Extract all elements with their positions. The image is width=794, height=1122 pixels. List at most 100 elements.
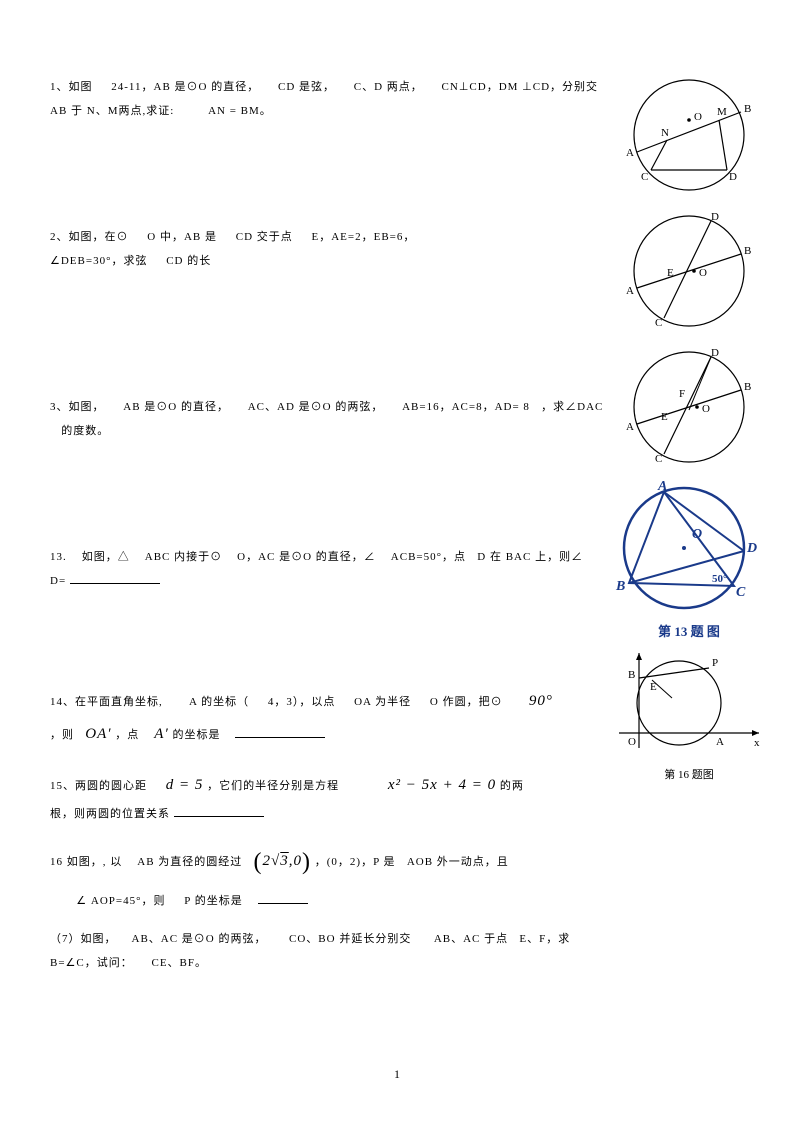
problem-2: 2、如图，在⊙ O 中，AB 是 CD 交于点 E，AE=2，EB=6， ∠DE…	[50, 225, 610, 355]
problem-16: 16 如图，, 以 AB 为直径的圆经过 (2√3,0) ，(0，2)，P 是 …	[50, 836, 610, 913]
svg-text:D: D	[729, 171, 737, 183]
p2-text: 2、如图，在⊙	[50, 231, 129, 243]
p3-text: AC、AD 是⊙O 的两弦，	[248, 401, 384, 413]
svg-text:O: O	[692, 527, 702, 542]
svg-text:D: D	[711, 211, 719, 223]
p16-expr-c: ,0	[289, 853, 302, 869]
p13-text: D 在 BAC 上，则∠	[477, 551, 583, 563]
figure-13: A B C D O 50° y 第 13 题 图	[614, 478, 764, 640]
figure-3: O A B D C F E	[614, 342, 764, 472]
p2-text: CD 的长	[166, 255, 211, 267]
p2-text: O 中，AB 是	[147, 231, 217, 243]
p2-text: ∠DEB=30°，求弦	[50, 255, 147, 267]
p7-text: CO、BO 并延长分别交	[289, 933, 411, 945]
problem-13: 13. 如图，△ ABC 内接于⊙ O，AC 是⊙O 的直径，∠ ACB=50°…	[50, 545, 610, 645]
svg-text:A: A	[626, 147, 634, 159]
p3-text: AB 是⊙O 的直径，	[123, 401, 229, 413]
p15-eq2a: x	[388, 777, 396, 793]
problem-14: 14、在平面直角坐标, A 的坐标（ 4，3），以点 OA 为半径 O 作圆，把…	[50, 685, 610, 751]
svg-text:M: M	[717, 106, 727, 118]
p1-text: 1、如图	[50, 81, 93, 93]
svg-text:D: D	[746, 541, 757, 556]
svg-text:O: O	[699, 267, 707, 279]
p14-text: 4，3），以点	[268, 696, 336, 708]
p14-text: 14、在平面直角坐标,	[50, 696, 163, 708]
p3-text: ，求∠DAC	[541, 401, 603, 413]
svg-text:E: E	[661, 411, 668, 423]
p13-text: O，AC 是⊙O 的直径，∠	[237, 551, 376, 563]
p14-oa: OA′	[85, 726, 111, 742]
figure-1: O A B M N C D	[614, 70, 764, 200]
p3-text: AB=16，AC=8，AD= 8	[402, 401, 530, 413]
problem-7: （7）如图， AB、AC 是⊙O 的两弦， CO、BO 并延长分别交 AB、AC…	[50, 927, 610, 975]
svg-text:C: C	[655, 453, 662, 465]
answer-blank	[258, 890, 308, 904]
p7-text: CE、BF。	[152, 957, 208, 969]
problem-15: 15、两圆的圆心距 d = 5 ，它们的半径分别是方程 x² − 5x + 4 …	[50, 769, 610, 826]
sqrt-icon: √	[271, 853, 280, 869]
p1-text: C、D 两点，	[354, 81, 423, 93]
p2-text: CD 交于点	[236, 231, 293, 243]
p1-text: AN = BM。	[208, 105, 272, 117]
svg-text:C: C	[736, 585, 746, 600]
p16-text: AOB 外一动点，且	[407, 856, 509, 868]
answer-blank	[235, 724, 325, 738]
p14-text: 的坐标是	[172, 729, 220, 741]
svg-text:F: F	[679, 388, 685, 400]
svg-text:C: C	[655, 317, 662, 329]
svg-text:O: O	[694, 111, 702, 123]
p13-text: 如图，△	[82, 551, 130, 563]
p14-text: A 的坐标（	[189, 696, 249, 708]
p16-text: AB 为直径的圆经过	[137, 856, 242, 868]
figures-column: O A B M N C D O A B	[614, 70, 764, 788]
p14-text: ，则	[50, 729, 74, 741]
p3-text: 的度数。	[61, 425, 109, 437]
p13-text: ACB=50°，点	[391, 551, 466, 563]
p16-expr-a: 2	[263, 853, 272, 869]
p7-text: E、F，求	[519, 933, 570, 945]
svg-text:P: P	[712, 657, 718, 669]
p7-text: B=∠C，试问：	[50, 957, 133, 969]
svg-text:B: B	[744, 381, 751, 393]
p16-expr-b: 3	[280, 853, 289, 869]
svg-text:D: D	[711, 347, 719, 359]
p16-text: P 的坐标是	[184, 895, 242, 907]
svg-text:E: E	[667, 267, 674, 279]
p3-text: 3、如图，	[50, 401, 105, 413]
svg-text:A: A	[626, 421, 634, 433]
svg-text:E: E	[650, 681, 657, 693]
p14-text: ，点	[115, 729, 139, 741]
p1-text: CN⊥CD，DM ⊥CD，分别交	[442, 81, 598, 93]
p15-eq1: d = 5	[166, 777, 204, 793]
p14-text: O 作圆，把⊙	[430, 696, 503, 708]
p14-ap: A′	[154, 726, 168, 742]
p7-text: （7）如图，	[50, 933, 117, 945]
problem-3: 3、如图， AB 是⊙O 的直径， AC、AD 是⊙O 的两弦， AB=16，A…	[50, 395, 610, 505]
svg-text:50°: 50°	[712, 573, 727, 585]
paren-open: (	[254, 849, 263, 875]
p7-text: AB、AC 于点	[434, 933, 508, 945]
p13-text: D=	[50, 575, 66, 587]
svg-text:O: O	[702, 403, 710, 415]
paren-close: )	[302, 849, 311, 875]
p16-text: AOP=45°，则	[91, 895, 166, 907]
figure-16: x O A B P E 第 16 题图	[614, 648, 764, 782]
p14-angle: 90°	[529, 693, 553, 709]
p1-text: AB 于 N、M两点,求证:	[50, 105, 174, 117]
p7-text: AB、AC 是⊙O 的两弦，	[132, 933, 267, 945]
svg-text:A: A	[716, 736, 724, 748]
p1-text: 24-11，AB 是⊙O 的直径，	[111, 81, 259, 93]
p13-text: ABC 内接于⊙	[145, 551, 222, 563]
svg-text:O: O	[628, 736, 636, 748]
p16-text: ∠	[76, 895, 87, 907]
p15-text: ，它们的半径分别是方程	[207, 780, 339, 792]
svg-text:N: N	[661, 127, 669, 139]
figure-2: O A B D C E	[614, 206, 764, 336]
p15-text: 的两	[500, 780, 524, 792]
p15-text: 15、两圆的圆心距	[50, 780, 147, 792]
p15-text: 根，则两圆的位置关系	[50, 808, 170, 820]
svg-text:B: B	[744, 103, 751, 115]
svg-text:B: B	[744, 245, 751, 257]
figure-13-caption: 第 13 题 图	[614, 621, 764, 640]
p15-eq2b: ² − 5x + 4 = 0	[396, 777, 497, 793]
